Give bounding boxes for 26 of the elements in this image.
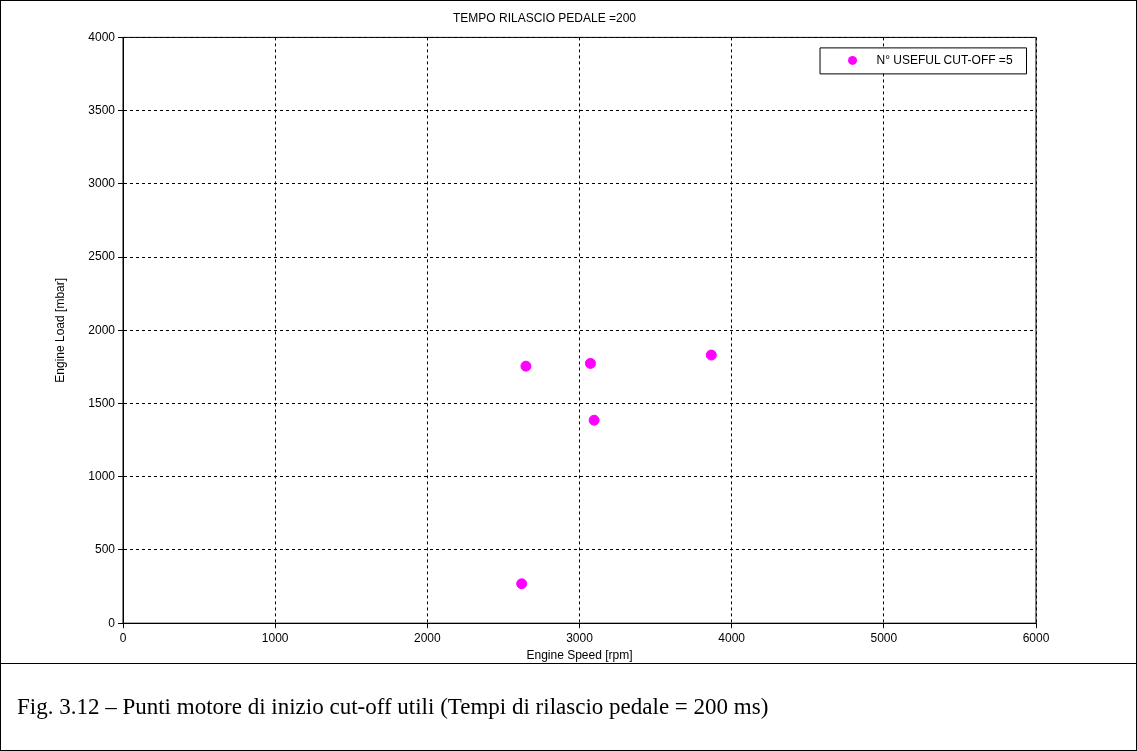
y-tick-label: 0 <box>108 615 116 630</box>
x-tick-label: 0 <box>119 630 127 645</box>
x-tick-label: 1000 <box>261 630 289 645</box>
y-tick-label: 500 <box>94 542 116 557</box>
y-tick-label: 3000 <box>88 176 116 191</box>
y-tick-label: 2000 <box>88 322 116 337</box>
point <box>516 578 528 590</box>
y-axis-title: Engine Load [mbar] <box>52 277 67 383</box>
x-tick-label: 2000 <box>413 630 441 645</box>
point <box>588 414 600 426</box>
y-tick-label: 2500 <box>88 249 116 264</box>
legend-label: N° USEFUL CUT-OFF =5 <box>876 52 1013 67</box>
x-tick-label: 4000 <box>718 630 746 645</box>
point <box>584 357 596 369</box>
x-axis-title: Engine Speed [rpm] <box>526 648 633 663</box>
chart-title: TEMPO RILASCIO PEDALE =200 <box>452 10 637 25</box>
y-tick-label: 3500 <box>88 102 116 117</box>
caption: Fig. 3.12 – Punti motore di inizio cut-off utili (Tempi di rilascio pedale = 200 ms) <box>16 694 769 720</box>
x-tick-label: 5000 <box>870 630 898 645</box>
x-tick-label: 6000 <box>1022 630 1050 645</box>
y-tick-label: 4000 <box>88 29 116 44</box>
y-tick-label: 1000 <box>88 469 116 484</box>
point <box>705 349 717 361</box>
x-tick-label: 3000 <box>566 630 594 645</box>
y-tick-label: 1500 <box>88 395 116 410</box>
point <box>520 360 532 372</box>
